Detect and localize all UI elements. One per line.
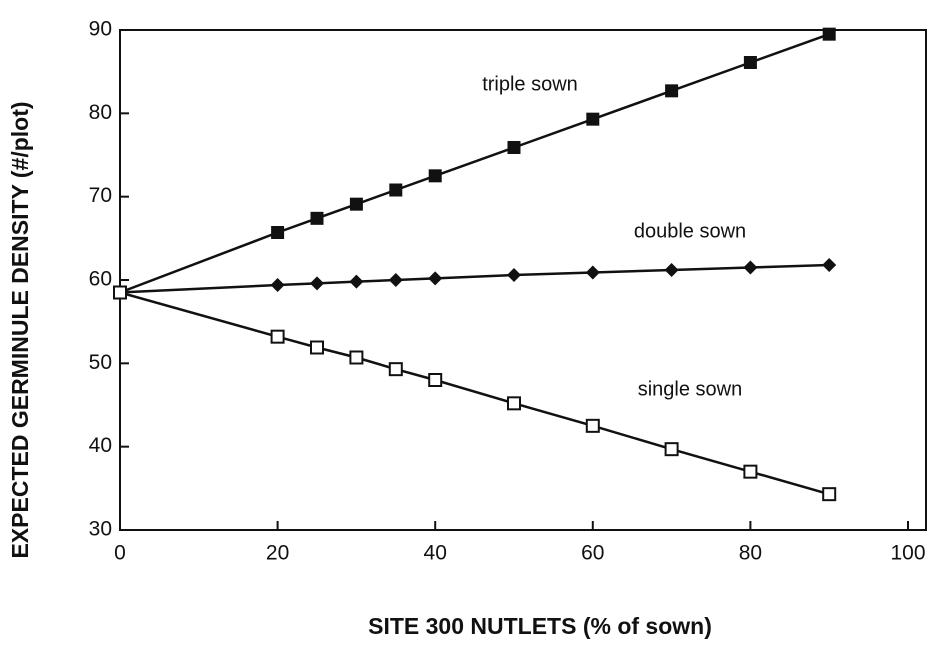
marker [664, 263, 679, 277]
marker [388, 273, 403, 287]
plot-frame [119, 29, 927, 531]
marker [822, 27, 836, 41]
x-tick-label: 80 [739, 542, 762, 565]
marker [310, 211, 324, 225]
series-label: triple sown [482, 73, 578, 95]
marker [349, 197, 363, 211]
y-tick-label: 50 [89, 351, 112, 374]
marker [665, 84, 679, 98]
marker [113, 285, 127, 300]
series-label: double sown [634, 220, 746, 242]
series-line [119, 263, 830, 294]
marker [822, 487, 837, 502]
marker [507, 396, 521, 411]
y-tick-label: 40 [89, 434, 112, 457]
marker [822, 258, 837, 272]
y-tick-label: 30 [89, 518, 112, 541]
marker [271, 226, 285, 239]
y-tick-label: 90 [89, 18, 112, 41]
marker [743, 260, 758, 275]
marker [428, 271, 443, 286]
marker [388, 362, 403, 377]
marker [507, 268, 521, 282]
marker [310, 276, 324, 291]
x-tick-label: 100 [890, 542, 925, 565]
marker [349, 274, 364, 289]
marker [270, 278, 285, 292]
marker [389, 183, 403, 197]
marker [310, 340, 324, 355]
x-tick-label: 40 [424, 542, 447, 565]
marker [743, 464, 758, 479]
marker [585, 418, 600, 433]
x-tick-label: 60 [581, 542, 604, 565]
marker [743, 56, 757, 69]
marker [507, 141, 521, 154]
marker [585, 265, 600, 280]
marker [270, 329, 285, 344]
marker [664, 442, 679, 457]
marker [428, 169, 442, 183]
y-tick-label: 80 [89, 101, 112, 124]
y-axis-title: EXPECTED GERMINULE DENSITY (#/plot) [7, 101, 33, 558]
series-line [119, 32, 830, 294]
series-label: single sown [638, 378, 743, 400]
y-tick-label: 70 [89, 184, 112, 207]
x-axis-title: SITE 300 NUTLETS (% of sown) [368, 613, 712, 639]
marker [586, 112, 600, 126]
y-tick-label: 60 [89, 268, 112, 291]
marker [428, 373, 443, 387]
marker [349, 350, 364, 365]
x-tick-label: 0 [114, 542, 126, 565]
x-tick-label: 20 [266, 542, 289, 565]
